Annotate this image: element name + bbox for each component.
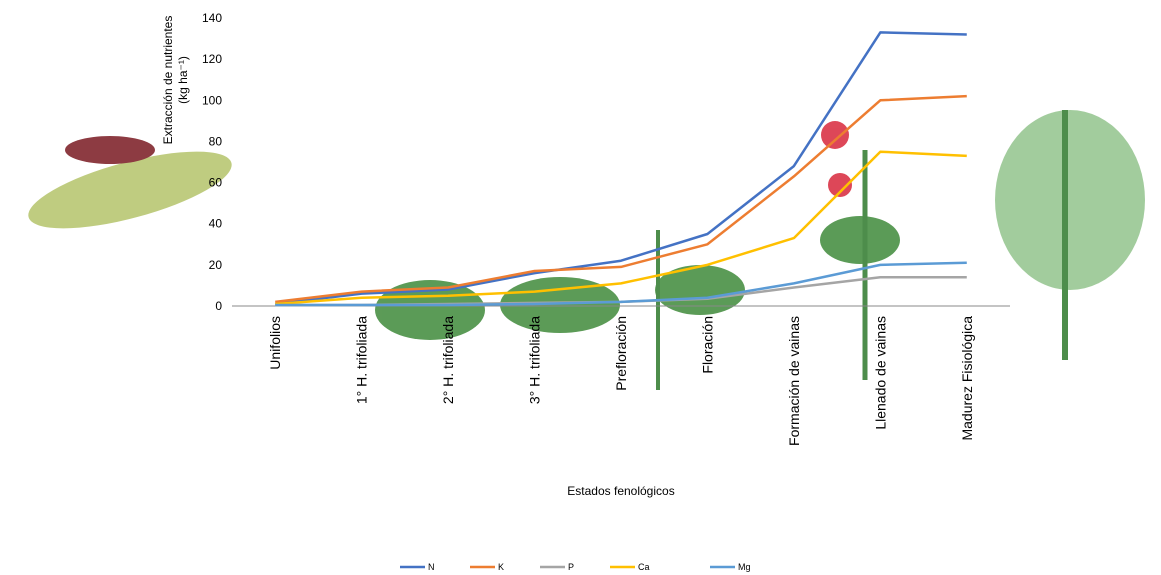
decoration <box>28 110 1145 390</box>
y-tick-label: 140 <box>202 11 222 25</box>
legend-label: Mg <box>738 562 751 572</box>
y-tick-label: 60 <box>209 176 223 190</box>
series-line <box>275 94 967 304</box>
y-axis-title: Extracción de nutrientes <box>161 16 175 145</box>
x-axis-title: Estados fenológicos <box>567 484 674 498</box>
y-tick-label: 40 <box>209 217 223 231</box>
series-line <box>275 150 967 306</box>
y-tick-label: 0 <box>215 299 222 313</box>
y-tick-label: 120 <box>202 52 222 66</box>
x-tick-label: Formación de vainas <box>786 316 802 446</box>
x-tick-label: 2° H. trifoliada <box>440 316 456 404</box>
legend-label: N <box>428 562 435 572</box>
legend-label: K <box>498 562 504 572</box>
x-tick-label: 3° H. trifoliada <box>527 316 543 404</box>
x-tick-label: Prefloración <box>613 316 629 391</box>
x-tick-label: Madurez Fisiológica <box>959 316 975 441</box>
y-tick-label: 20 <box>209 258 223 272</box>
legend-label: Ca <box>638 562 650 572</box>
x-tick-label: Floración <box>699 316 715 374</box>
legend-label: P <box>568 562 574 572</box>
y-tick-label: 100 <box>202 93 222 107</box>
series-line <box>275 261 967 307</box>
series-line <box>275 31 967 306</box>
x-tick-label: 1° H. trifoliada <box>354 316 370 404</box>
x-tick-label: Unifolios <box>267 316 283 370</box>
y-axis-title: (kg ha⁻¹) <box>176 56 190 104</box>
x-tick-label: Llenado de vainas <box>872 316 888 430</box>
y-tick-label: 80 <box>209 134 223 148</box>
